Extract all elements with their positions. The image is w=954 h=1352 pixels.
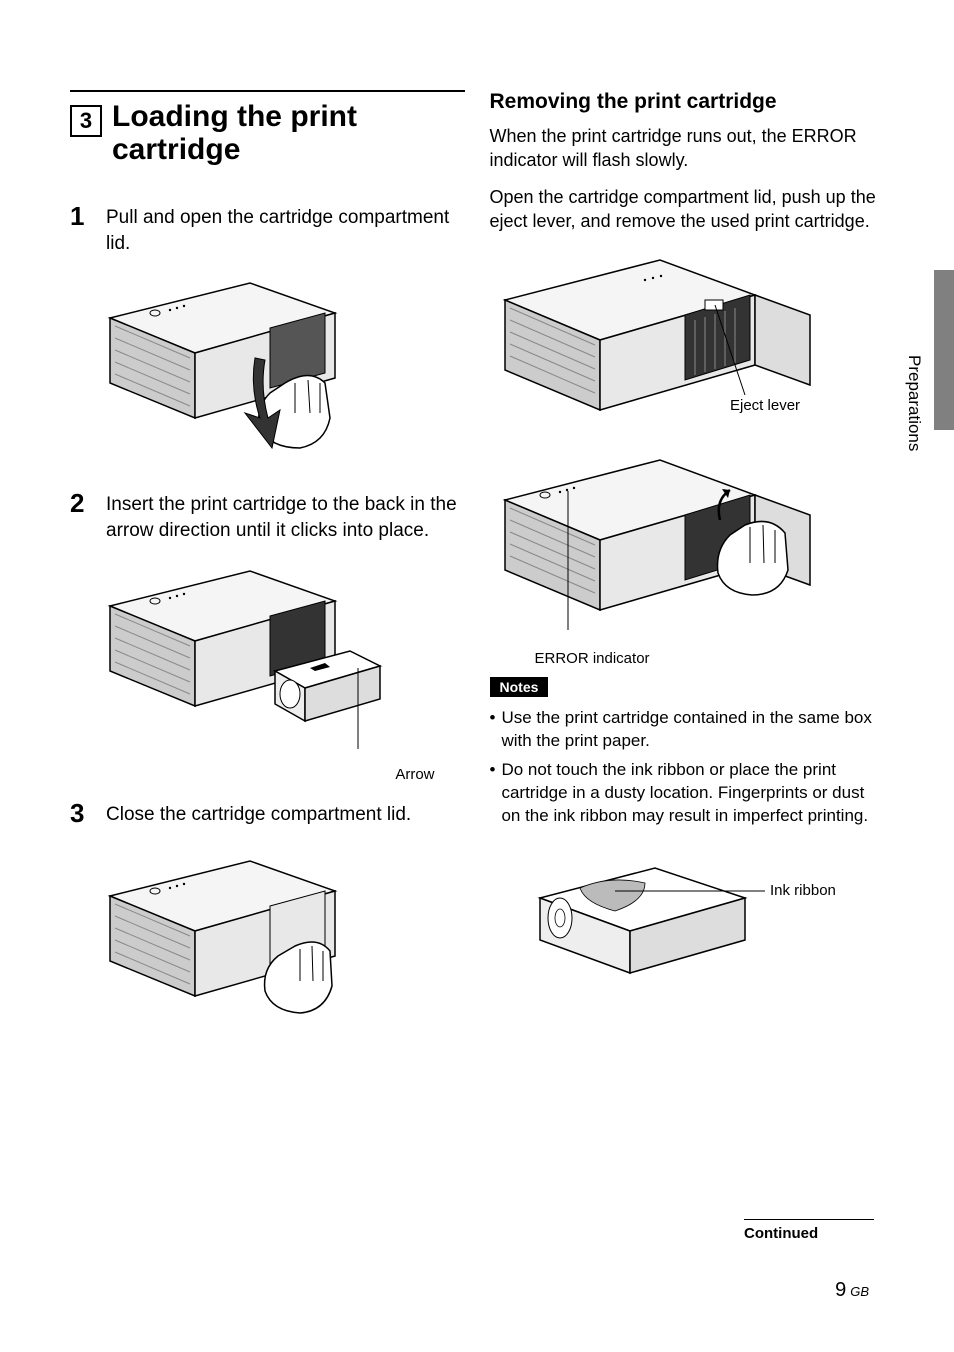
page-footer: 9 GB [835, 1279, 869, 1302]
error-indicator-label: ERROR indicator [535, 650, 885, 667]
title-number: 3 [70, 105, 102, 137]
title-box: 3 Loading the print cartridge [70, 90, 465, 166]
illustration-cartridge: Ink ribbon [490, 853, 885, 998]
title-text: Loading the print cartridge [112, 100, 465, 166]
step-1: 1 Pull and open the cartridge compartmen… [70, 201, 465, 256]
note-2: Do not touch the ink ribbon or place the… [501, 759, 884, 828]
notes-list: Use the print cartridge contained in the… [490, 707, 885, 828]
left-column: 3 Loading the print cartridge 1 Pull and… [70, 90, 465, 1302]
page-suffix: GB [850, 1284, 869, 1299]
arrow-caption: Arrow [100, 766, 435, 783]
step-3: 3 Close the cartridge compartment lid. [70, 798, 465, 829]
note-1: Use the print cartridge contained in the… [501, 707, 884, 753]
body-paragraph-1: When the print cartridge runs out, the E… [490, 124, 885, 173]
illustration-step-2: Arrow [100, 556, 465, 783]
continued-label: Continued [744, 1219, 874, 1242]
step-2: 2 Insert the print cartridge to the back… [70, 488, 465, 543]
illustration-step-3 [100, 841, 465, 1041]
eject-lever-label: Eject lever [730, 397, 800, 414]
step-1-text: Pull and open the cartridge compartment … [106, 201, 465, 256]
step-1-number: 1 [70, 201, 94, 256]
step-3-text: Close the cartridge compartment lid. [106, 798, 411, 829]
step-2-text: Insert the print cartridge to the back i… [106, 488, 465, 543]
right-column: Removing the print cartridge When the pr… [490, 90, 885, 1302]
step-2-number: 2 [70, 488, 94, 543]
illustration-removing: Eject lever [490, 245, 885, 667]
illustration-step-1 [100, 268, 465, 473]
step-3-number: 3 [70, 798, 94, 829]
body-paragraph-2: Open the cartridge compartment lid, push… [490, 185, 885, 234]
page-number: 9 [835, 1279, 846, 1302]
notes-label: Notes [490, 677, 549, 697]
ink-ribbon-label: Ink ribbon [770, 882, 836, 899]
subheading: Removing the print cartridge [490, 90, 885, 114]
